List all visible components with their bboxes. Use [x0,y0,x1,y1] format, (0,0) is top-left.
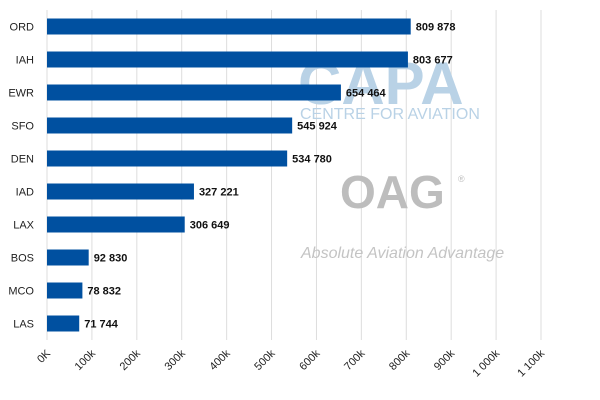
data-label: 71 744 [84,319,119,331]
bar [47,18,411,35]
value-labels: 809 878 803 677 654 464 545 924 534 780 327 2… [84,22,455,331]
x-tick-label: 100k [73,347,99,373]
x-axis: 0K 100k 200k 300k 400k 500k 600k 700k 800k 900k 1 … [35,347,547,379]
data-label: 78 832 [87,286,121,298]
x-tick-label: 600k [297,347,323,373]
data-label: 306 649 [190,220,230,232]
bar [47,249,89,266]
x-tick-label: 800k [387,347,413,373]
x-tick-label: 300k [162,347,188,373]
data-label: 534 780 [292,154,332,166]
x-tick-label: 400k [207,347,233,373]
x-tick-label: 1 100k [515,347,547,379]
category-label: LAX [13,220,34,232]
data-label: 803 677 [413,55,453,67]
data-label: 92 830 [94,253,128,265]
category-label: EWR [8,88,34,100]
category-label: MCO [8,286,34,298]
data-label: 545 924 [297,121,338,133]
bar [47,282,83,299]
category-label: LAS [13,319,34,331]
bar [47,51,408,68]
x-tick-label: 200k [118,347,144,373]
category-label: DEN [11,154,34,166]
category-label: SFO [11,121,34,133]
category-axis: ORD IAH EWR SFO DEN IAD LAX BOS MCO LAS [8,22,34,331]
bar [47,84,341,101]
data-label: 654 464 [346,88,387,100]
bar [47,315,80,332]
bar [47,150,288,167]
oag-watermark-tagline: Absolute Aviation Advantage [300,245,504,262]
data-label: 327 221 [199,187,239,199]
category-label: IAD [16,187,34,199]
x-tick-label: 1 000k [470,347,502,379]
bar [47,117,293,134]
x-tick-label: 500k [252,347,278,373]
x-tick-label: 0K [35,347,53,365]
bar-series [47,18,411,332]
x-tick-label: 900k [432,347,458,373]
capa-watermark-subtitle: CENTRE FOR AVIATION [300,106,480,123]
oag-registered-mark: ® [458,174,465,184]
category-label: IAH [16,55,34,67]
oag-watermark-logo: OAG [340,166,445,218]
x-tick-label: 700k [342,347,368,373]
category-label: ORD [10,22,35,34]
bar [47,183,194,200]
bar [47,216,185,233]
category-label: BOS [11,253,34,265]
data-label: 809 878 [416,22,456,34]
